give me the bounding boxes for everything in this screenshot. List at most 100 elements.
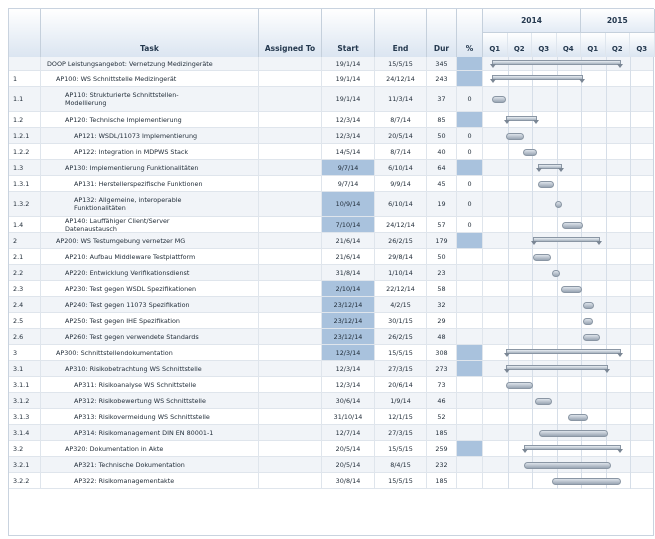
task-row[interactable]: 2.2 AP220: Entwicklung Verifikationsdiens… [9, 265, 653, 281]
assigned-cell[interactable] [259, 377, 322, 392]
end-date-cell[interactable]: 15/5/15 [375, 345, 427, 360]
task-id-cell[interactable]: 1.2 [9, 112, 41, 127]
duration-cell[interactable]: 259 [427, 441, 457, 456]
task-row[interactable]: 3.2 AP320: Dokumentation in Akte 20/5/14 15… [9, 441, 653, 457]
task-name-cell[interactable]: AP100: WS Schnittstelle Medizingerät [41, 71, 259, 86]
start-date-cell[interactable]: 20/5/14 [322, 457, 375, 472]
task-name-cell[interactable]: AP220: Entwicklung Verifikationsdienst [41, 265, 259, 280]
task-row[interactable]: 3.1.2 AP312: Risikobewertung WS Schnittst… [9, 393, 653, 409]
start-date-cell[interactable]: 12/3/14 [322, 345, 375, 360]
task-name-cell[interactable]: AP120: Technische Implementierung [41, 112, 259, 127]
start-column-header[interactable]: Start [322, 9, 375, 57]
task-bar[interactable] [554, 201, 562, 208]
start-date-cell[interactable]: 21/6/14 [322, 249, 375, 264]
task-name-cell[interactable]: AP130: Implementierung Funktionalitäten [41, 160, 259, 175]
task-name-cell[interactable]: AP210: Aufbau Middleware Testplattform [41, 249, 259, 264]
duration-cell[interactable]: 29 [427, 313, 457, 328]
start-date-cell[interactable]: 23/12/14 [322, 313, 375, 328]
task-name-cell[interactable]: AP322: Risikomanagementakte [41, 473, 259, 488]
task-id-cell[interactable]: 2.6 [9, 329, 41, 344]
task-row[interactable]: 3.2.1 AP321: Technische Dokumentation 20/5… [9, 457, 653, 473]
assigned-cell[interactable] [259, 425, 322, 440]
task-name-cell[interactable]: AP314: Risikomanagement DIN EN 80001-1 [41, 425, 259, 440]
start-date-cell[interactable]: 31/10/14 [322, 409, 375, 424]
summary-bar[interactable] [530, 237, 603, 245]
task-row[interactable]: 1.2 AP120: Technische Implementierung 12/3… [9, 112, 653, 128]
percent-cell[interactable]: 0 [457, 87, 483, 111]
assigned-cell[interactable] [259, 87, 322, 111]
task-id-cell[interactable]: 3.1.3 [9, 409, 41, 424]
end-date-cell[interactable]: 29/8/14 [375, 249, 427, 264]
assigned-cell[interactable] [259, 313, 322, 328]
end-date-cell[interactable]: 6/10/14 [375, 160, 427, 175]
duration-cell[interactable]: 185 [427, 425, 457, 440]
task-row[interactable]: 3.2.2 AP322: Risikomanagementakte 30/8/14 1… [9, 473, 653, 489]
percent-cell[interactable] [457, 473, 483, 488]
percent-column-header[interactable]: % [457, 9, 483, 57]
percent-cell[interactable] [457, 425, 483, 440]
percent-cell[interactable] [457, 233, 483, 248]
percent-cell[interactable]: 0 [457, 128, 483, 143]
duration-cell[interactable]: 243 [427, 71, 457, 86]
task-name-cell[interactable]: AP321: Technische Dokumentation [41, 457, 259, 472]
assigned-cell[interactable] [259, 441, 322, 456]
end-date-cell[interactable]: 11/3/14 [375, 87, 427, 111]
task-name-cell[interactable]: AP200: WS Testumgebung vernetzer MG [41, 233, 259, 248]
duration-cell[interactable]: 37 [427, 87, 457, 111]
start-date-cell[interactable]: 9/7/14 [322, 176, 375, 191]
task-column-header[interactable]: Task [41, 9, 259, 57]
percent-cell[interactable] [457, 345, 483, 360]
end-date-cell[interactable]: 15/5/15 [375, 57, 427, 70]
duration-cell[interactable]: 273 [427, 361, 457, 376]
percent-cell[interactable] [457, 393, 483, 408]
task-row[interactable]: 2.6 AP260: Test gegen verwendete Standard… [9, 329, 653, 345]
task-row[interactable]: 1.1 AP110: Strukturierte Schnittstellen-M… [9, 87, 653, 112]
task-id-cell[interactable]: 2.1 [9, 249, 41, 264]
task-row[interactable]: 2 AP200: WS Testumgebung vernetzer MG 21/6… [9, 233, 653, 249]
assigned-cell[interactable] [259, 345, 322, 360]
end-date-cell[interactable]: 8/7/14 [375, 144, 427, 159]
assigned-cell[interactable] [259, 457, 322, 472]
task-id-cell[interactable]: 3 [9, 345, 41, 360]
end-date-cell[interactable]: 20/5/14 [375, 128, 427, 143]
duration-cell[interactable]: 50 [427, 128, 457, 143]
task-name-cell[interactable]: AP121: WSDL/11073 Implementierung [41, 128, 259, 143]
start-date-cell[interactable]: 23/12/14 [322, 329, 375, 344]
task-id-cell[interactable]: 1.3.2 [9, 192, 41, 216]
task-row[interactable]: 3 AP300: Schnittstellendokumentation 12/3/… [9, 345, 653, 361]
task-id-cell[interactable]: 3.1.1 [9, 377, 41, 392]
end-date-cell[interactable]: 4/2/15 [375, 297, 427, 312]
end-date-cell[interactable]: 9/9/14 [375, 176, 427, 191]
percent-cell[interactable] [457, 377, 483, 392]
percent-cell[interactable] [457, 71, 483, 86]
start-date-cell[interactable]: 20/5/14 [322, 441, 375, 456]
summary-bar[interactable] [503, 365, 610, 373]
start-date-cell[interactable]: 2/10/14 [322, 281, 375, 296]
task-row[interactable]: 1.3.2 AP132: Allgemeine, interoperable Fu… [9, 192, 653, 217]
task-bar[interactable] [561, 221, 583, 229]
summary-bar[interactable] [503, 116, 540, 124]
task-bar[interactable] [538, 429, 608, 437]
assigned-cell[interactable] [259, 473, 322, 488]
end-date-cell[interactable]: 24/12/14 [375, 71, 427, 86]
task-name-cell[interactable]: AP320: Dokumentation in Akte [41, 441, 259, 456]
end-date-cell[interactable]: 22/12/14 [375, 281, 427, 296]
task-bar[interactable] [505, 381, 533, 389]
duration-cell[interactable]: 64 [427, 160, 457, 175]
task-id-cell[interactable]: 3.2 [9, 441, 41, 456]
end-date-cell[interactable]: 1/10/14 [375, 265, 427, 280]
percent-cell[interactable] [457, 297, 483, 312]
task-name-cell[interactable]: AP230: Test gegen WSDL Spezifikationen [41, 281, 259, 296]
task-id-cell[interactable]: 1.2.1 [9, 128, 41, 143]
task-name-cell[interactable]: DOOP Leistungsangebot: Vernetzung Medizi… [41, 57, 259, 70]
task-id-cell[interactable]: 1.3 [9, 160, 41, 175]
task-name-cell[interactable]: AP122: Integration in MDPWS Stack [41, 144, 259, 159]
assigned-cell[interactable] [259, 144, 322, 159]
task-id-cell[interactable]: 3.2.1 [9, 457, 41, 472]
assigned-cell[interactable] [259, 112, 322, 127]
start-date-cell[interactable]: 14/5/14 [322, 144, 375, 159]
task-row[interactable]: 2.1 AP210: Aufbau Middleware Testplattfor… [9, 249, 653, 265]
end-date-cell[interactable]: 30/1/15 [375, 313, 427, 328]
assigned-cell[interactable] [259, 297, 322, 312]
task-row[interactable]: 2.3 AP230: Test gegen WSDL Spezifikatione… [9, 281, 653, 297]
